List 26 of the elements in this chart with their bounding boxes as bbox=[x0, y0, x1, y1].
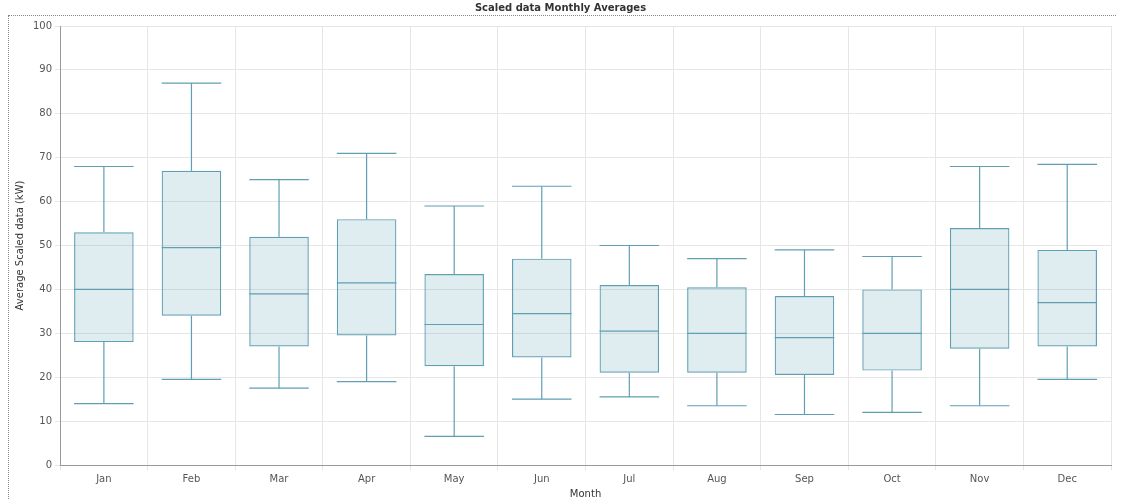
chart-title: Scaled data Monthly Averages bbox=[474, 1, 647, 13]
x-tick-label: Apr bbox=[357, 472, 377, 484]
x-tick-label: Dec bbox=[1057, 472, 1077, 484]
x-tick-label: Jun bbox=[532, 472, 550, 484]
y-tick-label: 50 bbox=[39, 239, 53, 251]
x-tick-label: Sep bbox=[795, 472, 814, 484]
x-tick-label: May bbox=[443, 472, 465, 484]
y-tick-label: 80 bbox=[39, 107, 53, 119]
x-tick-label: Oct bbox=[883, 472, 901, 484]
y-tick-label: 90 bbox=[39, 63, 53, 75]
x-tick-label: Feb bbox=[182, 472, 201, 484]
y-tick-label: 70 bbox=[39, 151, 53, 163]
y-tick-label: 20 bbox=[39, 370, 53, 382]
x-tick-label: Aug bbox=[707, 472, 727, 484]
y-tick-label: 30 bbox=[39, 326, 53, 338]
y-tick-label: 60 bbox=[39, 195, 53, 207]
x-tick-label: Mar bbox=[269, 472, 290, 484]
x-axis-title: Month bbox=[569, 487, 602, 499]
y-tick-label: 0 bbox=[45, 458, 53, 470]
x-tick-label: Nov bbox=[969, 472, 990, 484]
y-tick-label: 10 bbox=[39, 414, 53, 426]
x-tick-label: Jul bbox=[622, 472, 636, 484]
y-tick-label: 100 bbox=[32, 19, 53, 31]
x-tick-label: Jan bbox=[95, 472, 112, 484]
y-tick-label: 40 bbox=[39, 282, 53, 294]
y-axis-title: Average Scaled data (kW) bbox=[13, 180, 25, 311]
